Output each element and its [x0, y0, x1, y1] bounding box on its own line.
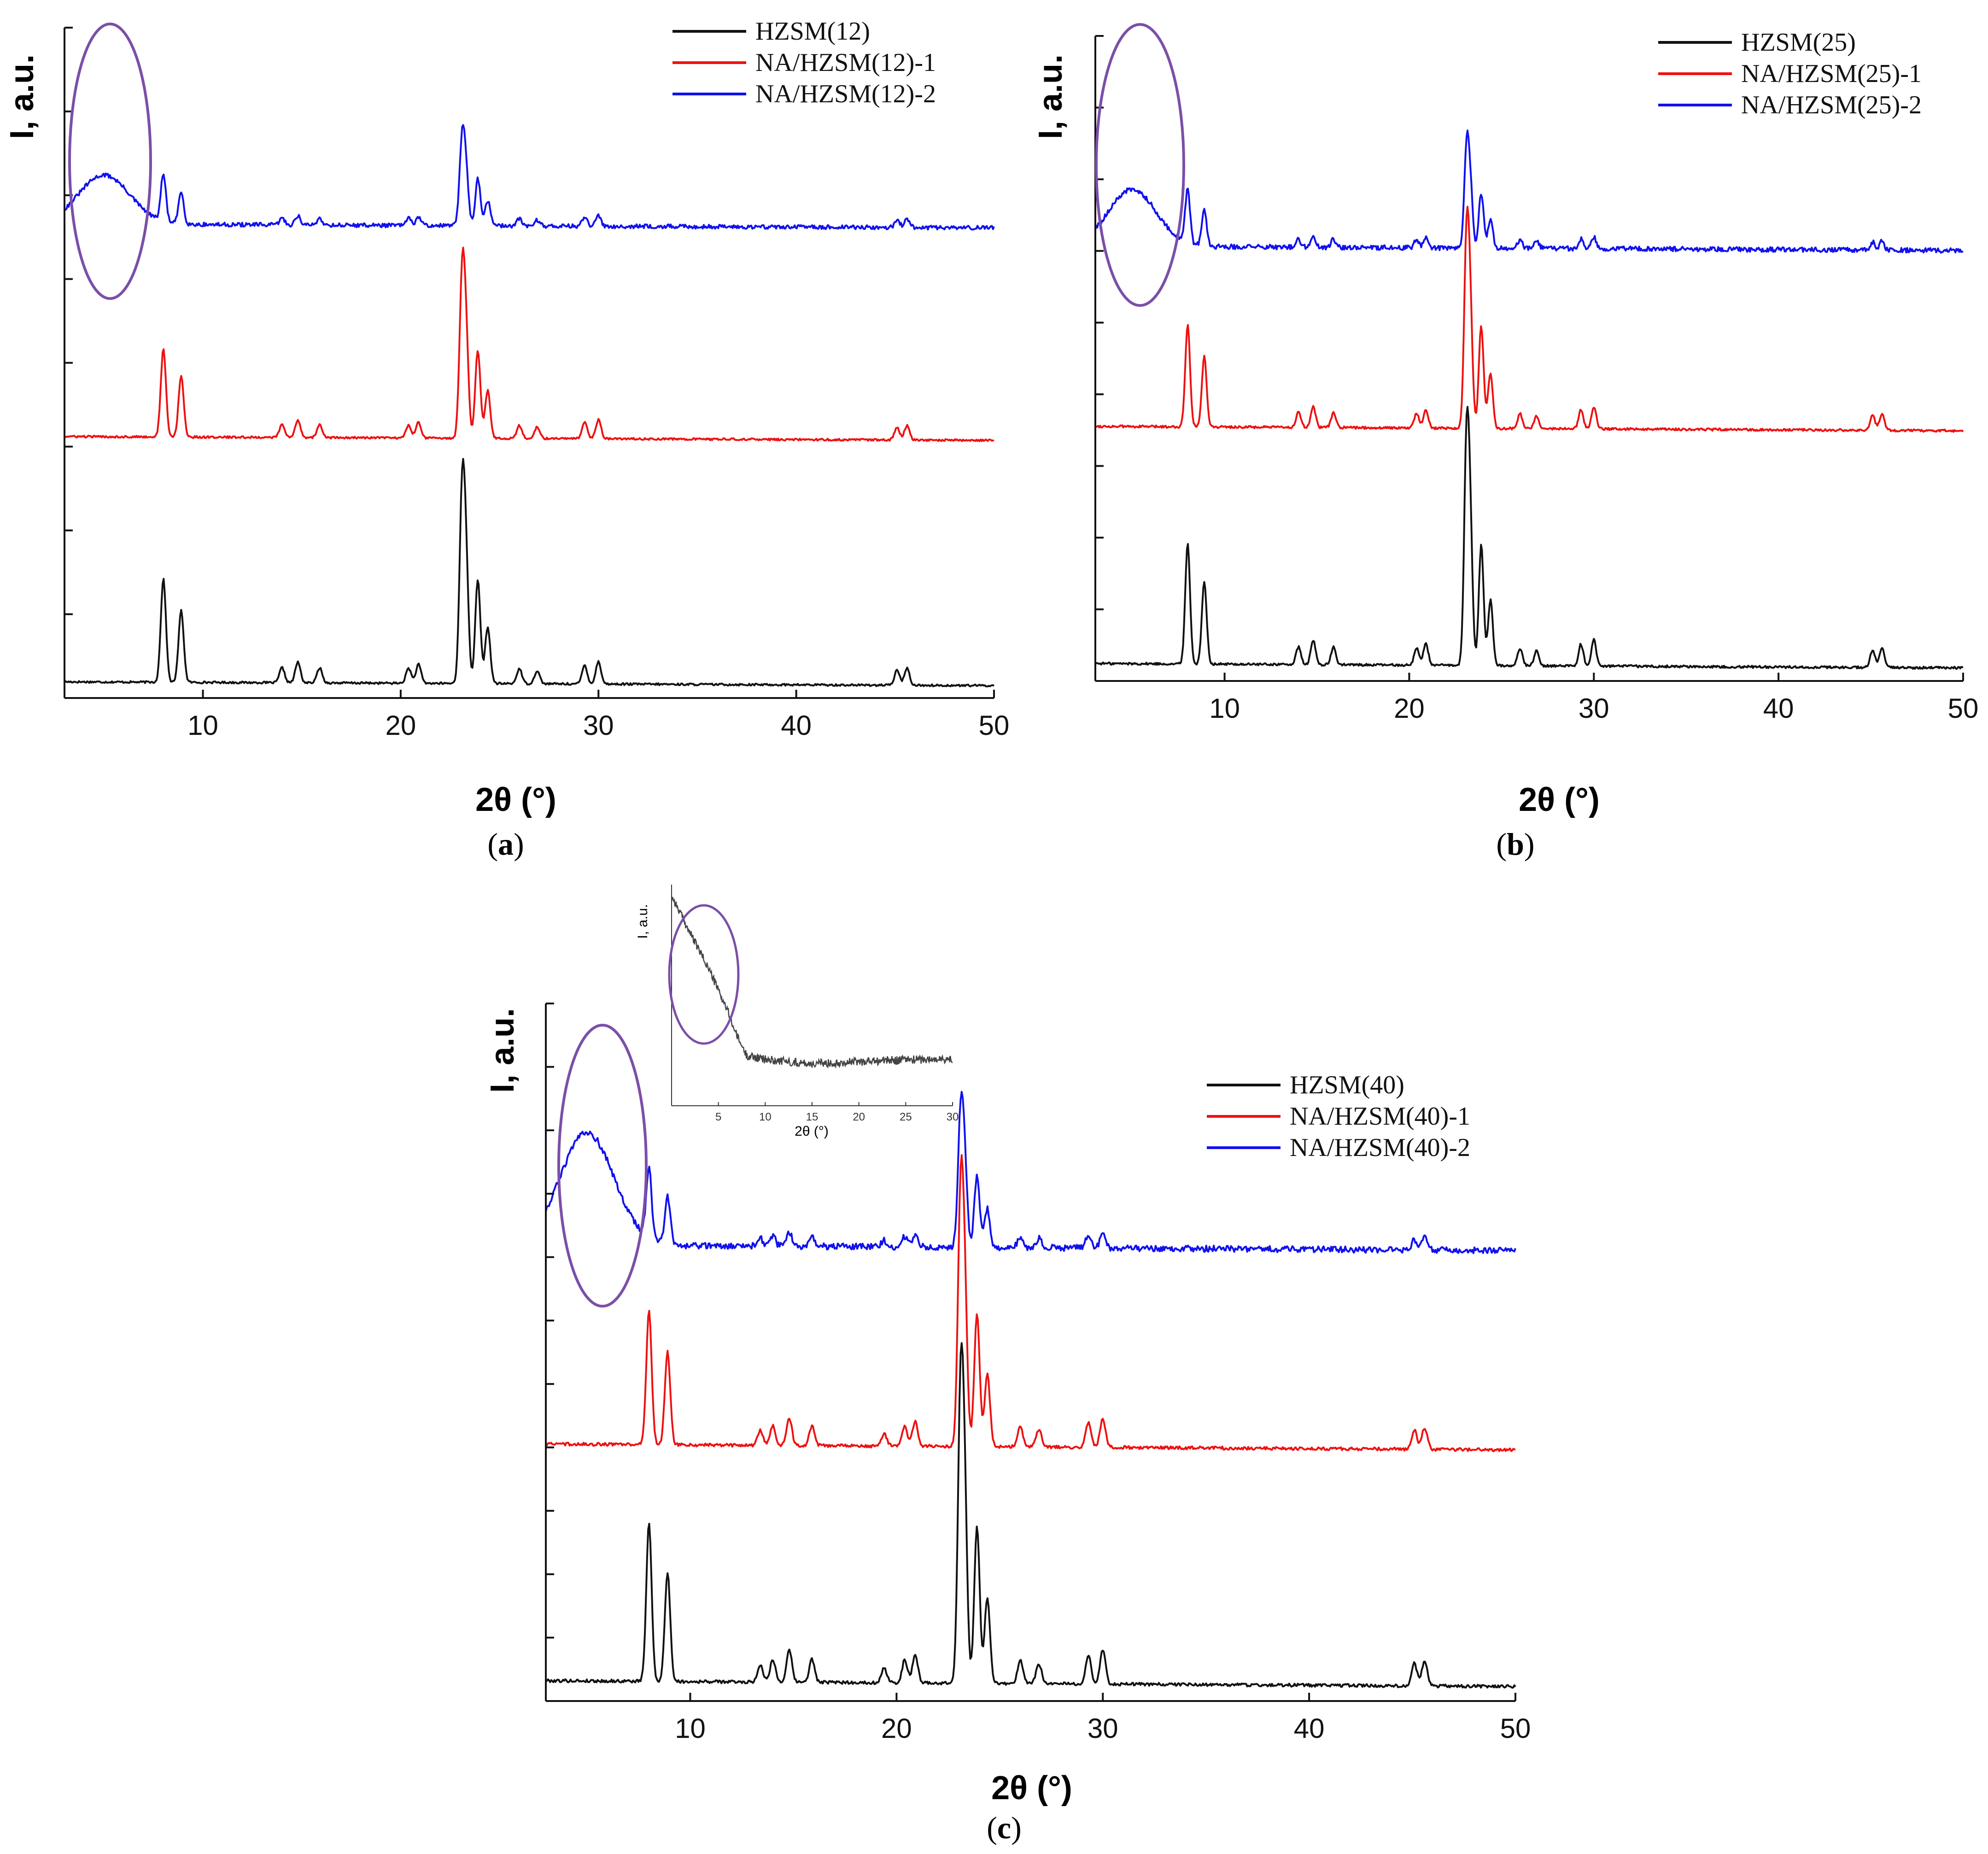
panel-a-y-axis-label: I, a.u.	[4, 54, 41, 139]
panel-b-highlight-ellipse	[1095, 23, 1185, 307]
x-tick-label: 50	[979, 710, 1010, 741]
inset-x-tick-label: 5	[715, 1111, 721, 1123]
inset-x-tick-label: 25	[900, 1111, 912, 1123]
panel-a-legend: HZSM(12)NA/HZSM(12)-1 NA/HZSM(12)-2	[672, 17, 936, 108]
legend-label: HZSM(40)	[1290, 1071, 1404, 1099]
legend-label: NA/HZSM(12)-1	[755, 48, 936, 77]
panel-c-highlight-ellipse	[557, 1024, 648, 1308]
panel-b-legend: HZSM(25)NA/HZSM(25)-1 NA/HZSM(25)-2	[1658, 28, 1922, 119]
legend-label: NA/HZSM(25)-1	[1741, 59, 1922, 88]
series-line-NA/HZSM(40)-1	[545, 1154, 1516, 1452]
x-tick-label: 50	[1500, 1713, 1531, 1744]
x-tick-label: 20	[386, 710, 416, 741]
panel-b-y-axis-label: I, a.u.	[1032, 54, 1069, 139]
x-tick-label: 10	[675, 1713, 706, 1744]
inset-x-tick-label: 20	[853, 1111, 865, 1123]
inset-x-tick-label: 15	[806, 1111, 819, 1123]
x-tick-label: 10	[1209, 693, 1240, 724]
series-line-HZSM(12)	[64, 458, 995, 687]
panel-a-axes	[64, 27, 994, 699]
panel-c-y-axis-label: I, a.u.	[484, 1008, 521, 1093]
panel-a-series	[64, 124, 995, 687]
panel-b-axes	[1094, 35, 1963, 682]
panel-c-inset-x-ticks: 5 10 15 20 25 30	[715, 1102, 959, 1123]
panel-c-inset-y-axis-label: I, a.u.	[635, 904, 650, 939]
series-line-NA/HZSM(12)-2	[64, 124, 995, 231]
legend-label: HZSM(12)	[755, 17, 870, 46]
x-tick-label: 50	[1948, 693, 1979, 724]
series-line-NA/HZSM(25)-1	[1095, 205, 1964, 433]
x-tick-label: 30	[1088, 1713, 1118, 1744]
panel-c-legend: HZSM(40) NA/HZSM(40)-1NA/HZSM(40)-2	[1207, 1071, 1470, 1162]
x-tick-label: 20	[881, 1713, 912, 1744]
panel-b-series	[1094, 129, 1964, 670]
panel-c-inset-highlight-ellipse	[668, 904, 740, 1045]
panel-c-chart: 10 20 30 40 50 I, a.u. 2θ (°) HZSM(40) NA/HZS…	[484, 885, 1531, 1845]
legend-label: HZSM(25)	[1741, 28, 1856, 57]
panel-b-chart: 10 20 30 40 50 I, a.u. 2θ (°) HZSM(25)NA/HZS…	[1032, 23, 1978, 862]
legend-label: NA/HZSM(12)-2	[755, 80, 936, 108]
panel-a-x-axis-label: 2θ (°)	[475, 781, 556, 818]
panel-c-x-ticks: 10 20 30 40 50	[675, 1693, 1531, 1744]
series-line-HZSM(40)	[545, 1342, 1516, 1689]
x-tick-label: 40	[1294, 1713, 1325, 1744]
x-tick-label: 40	[781, 710, 812, 741]
panel-c-inset-series	[671, 897, 953, 1069]
inset-series-line	[671, 897, 953, 1069]
inset-x-tick-label: 30	[947, 1111, 959, 1123]
panel-c-inset-chart: 5 10 15 20 25 30 I, a.u. 2θ (°)	[635, 885, 959, 1139]
panel-b-caption: (b)	[1496, 827, 1534, 862]
panel-a-chart: 10 20 30 40 50 I, a.u. 2θ (°) HZSM(12)NA/HZS…	[4, 17, 1009, 862]
panel-a-caption: (a)	[487, 827, 524, 862]
legend-label: NA/HZSM(40)-2	[1290, 1133, 1470, 1162]
inset-x-tick-label: 10	[759, 1111, 772, 1123]
panel-c-series	[545, 1091, 1516, 1689]
series-line-HZSM(25)	[1094, 406, 1964, 670]
x-tick-label: 30	[1579, 693, 1609, 724]
panel-c-inset-axes	[671, 885, 953, 1106]
legend-label: NA/HZSM(25)-2	[1741, 91, 1922, 119]
x-tick-label: 30	[583, 710, 614, 741]
panel-c-x-axis-label: 2θ (°)	[991, 1770, 1072, 1807]
x-tick-label: 40	[1763, 693, 1794, 724]
series-line-NA/HZSM(12)-1	[64, 246, 994, 442]
legend-label: NA/HZSM(40)-1	[1290, 1102, 1470, 1131]
panel-c-axes	[545, 1003, 1515, 1702]
x-tick-label: 10	[187, 710, 218, 741]
series-line-NA/HZSM(40)-2	[545, 1091, 1516, 1254]
panel-b-x-axis-label: 2θ (°)	[1519, 781, 1600, 818]
series-line-NA/HZSM(25)-2	[1094, 129, 1964, 254]
panel-a-x-ticks: 10 20 30 40 50	[187, 690, 1009, 741]
panel-c-caption: (c)	[987, 1810, 1022, 1845]
x-tick-label: 20	[1394, 693, 1425, 724]
panel-a-highlight-ellipse	[68, 23, 152, 300]
panel-b-x-ticks: 10 20 30 40 50	[1209, 673, 1978, 724]
panel-c-inset-x-axis-label: 2θ (°)	[795, 1124, 829, 1139]
